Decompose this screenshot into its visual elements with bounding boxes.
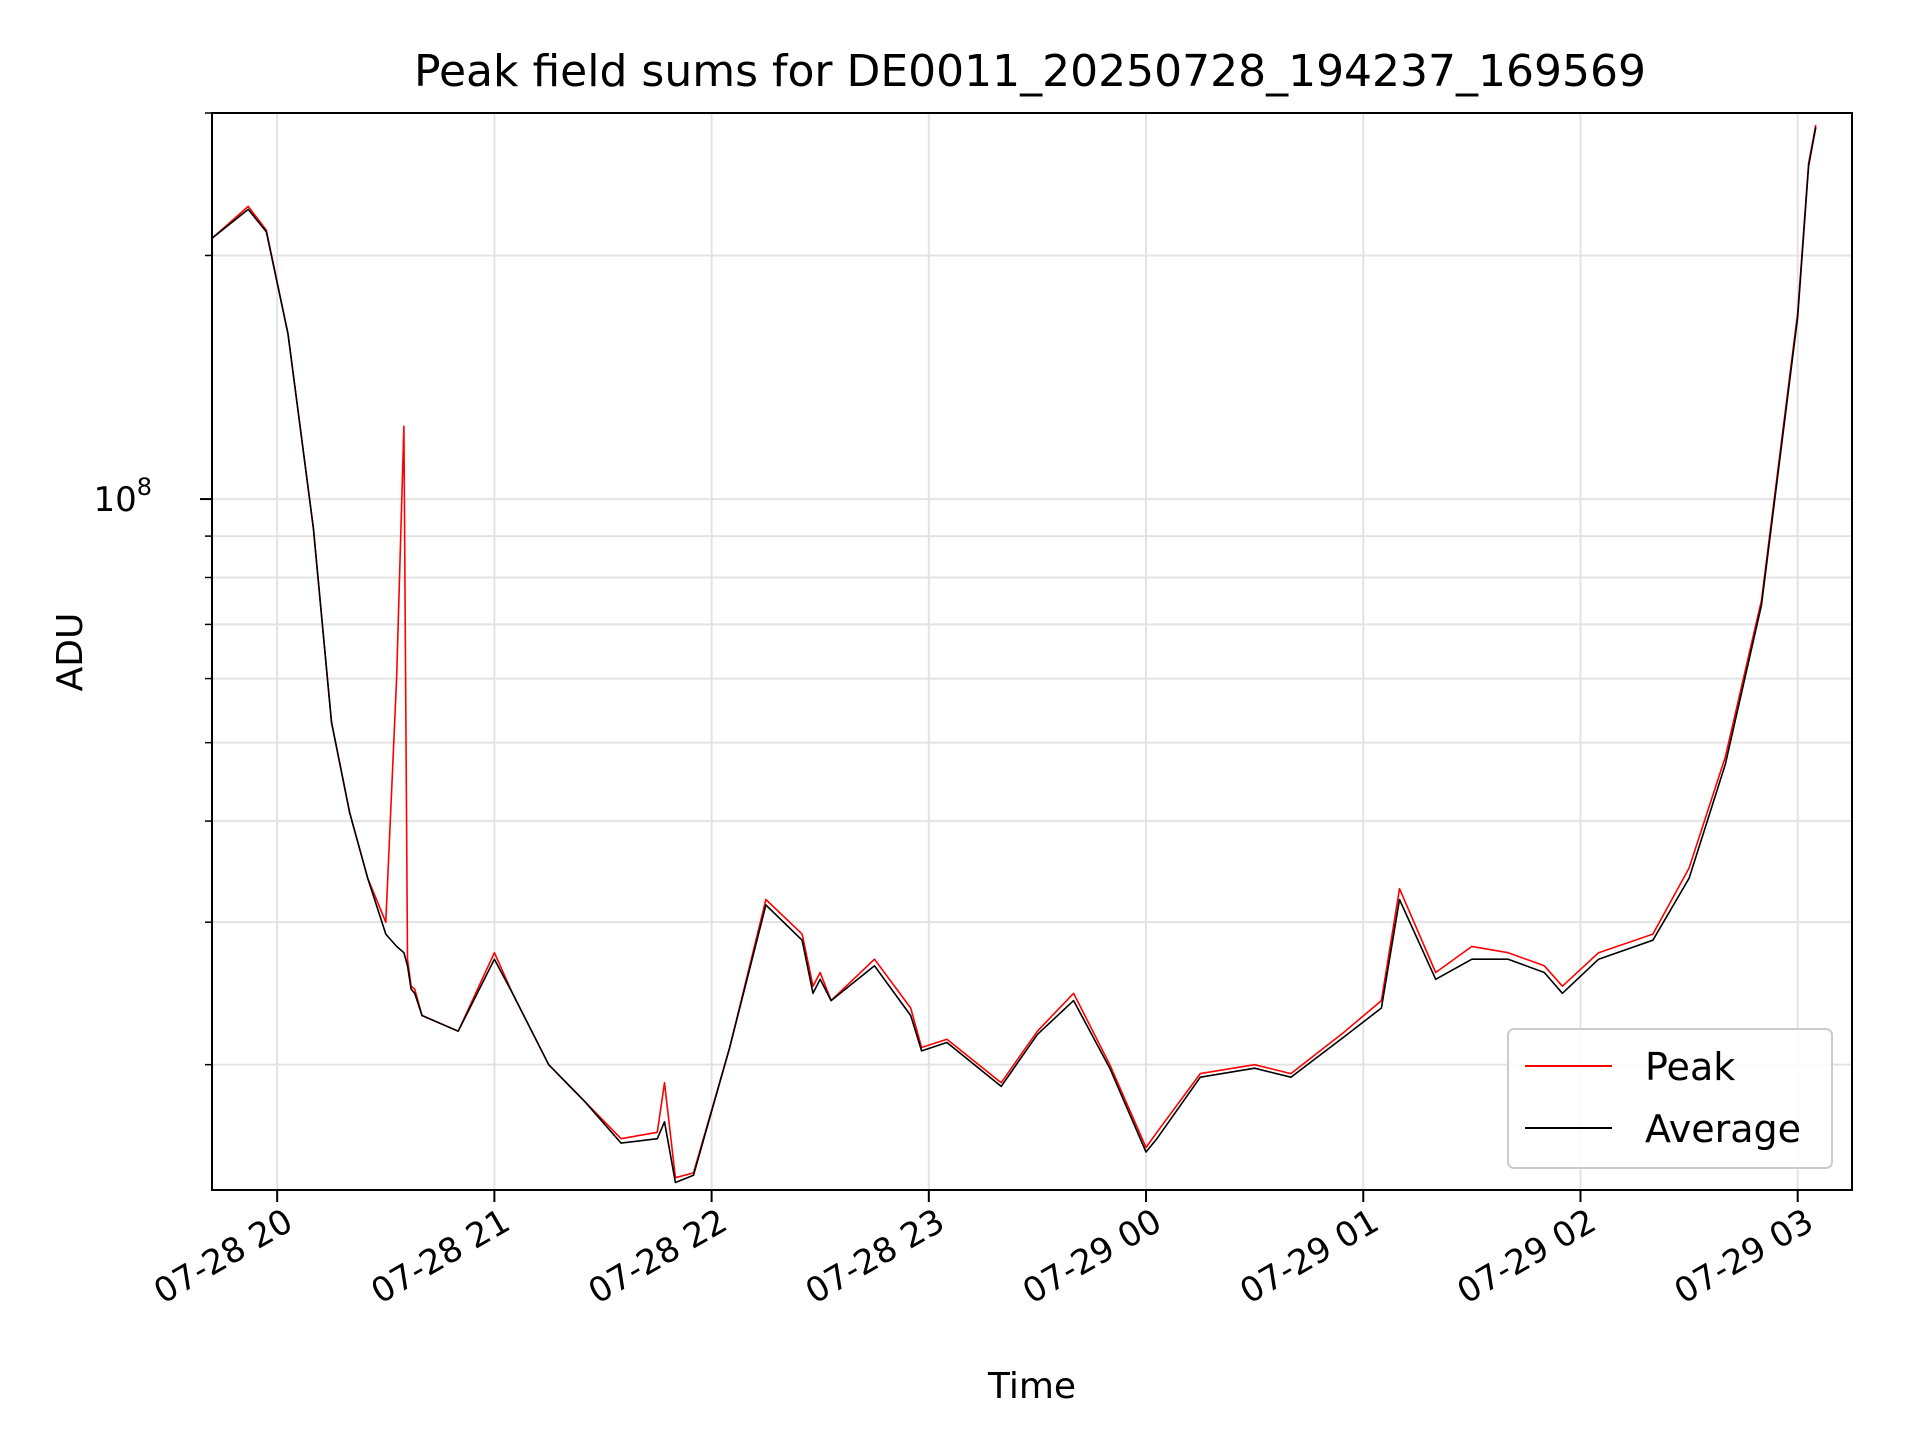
chart-title: Peak field sums for DE0011_20250728_1942…	[414, 46, 1646, 97]
legend-label-average: Average	[1645, 1107, 1801, 1151]
series-layer	[211, 124, 1817, 1184]
legend-label-peak: Peak	[1645, 1045, 1735, 1089]
series-line-average	[211, 127, 1817, 1184]
plot-frame	[211, 112, 1853, 1191]
legend: Peak Average	[1507, 1028, 1833, 1169]
y-axis-label: ADU	[50, 613, 91, 692]
x-axis-label: Time	[987, 1366, 1076, 1407]
legend-box	[1507, 1028, 1833, 1169]
series-line-peak	[211, 124, 1817, 1179]
